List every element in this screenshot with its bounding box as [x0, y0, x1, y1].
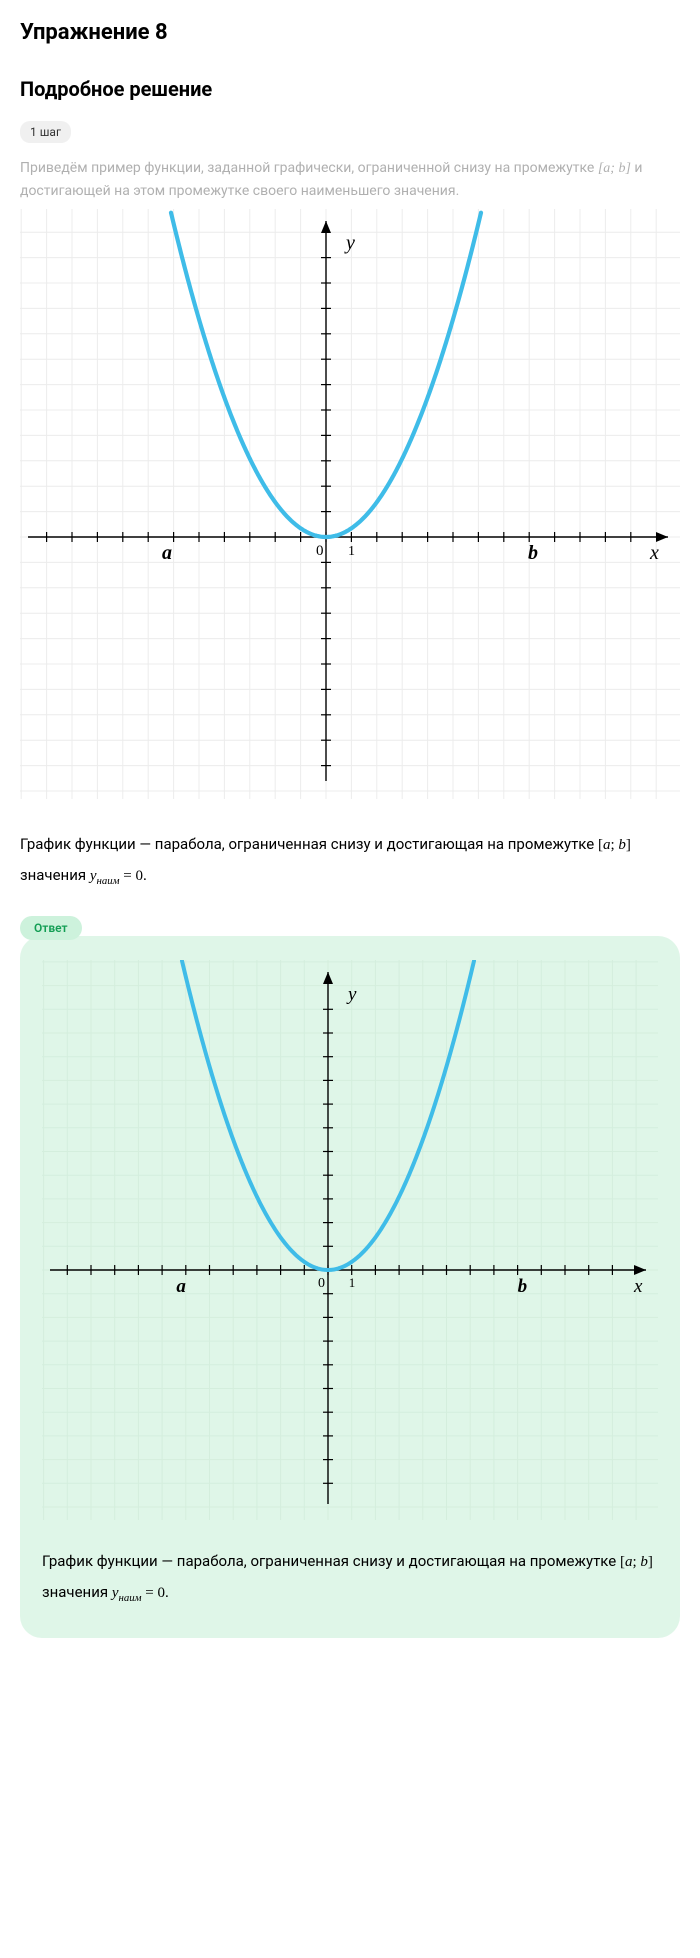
- step-badge: 1 шаг: [20, 121, 71, 143]
- var-b: b: [618, 837, 626, 853]
- svg-text:x: x: [649, 542, 659, 564]
- parabola-chart-2: y x 0 1 a b: [42, 960, 658, 1520]
- svg-text:y: y: [344, 232, 355, 254]
- svg-text:y: y: [346, 984, 357, 1005]
- bracket-r: ]: [626, 837, 631, 853]
- answer-box: y x 0 1 a b График функции — парабола, ограни…: [20, 936, 680, 1638]
- bracket-r-2: ]: [648, 1554, 653, 1570]
- svg-text:1: 1: [349, 1275, 356, 1290]
- svg-text:a: a: [162, 542, 172, 564]
- svg-text:0: 0: [318, 1276, 325, 1291]
- svg-text:b: b: [518, 1276, 528, 1297]
- svg-text:b: b: [528, 542, 538, 564]
- instruction-interval: [a; b]: [598, 161, 631, 176]
- conclusion-2: График функции — парабола, ограниченная …: [42, 1546, 658, 1610]
- sub-naim-2: наим: [118, 1592, 141, 1604]
- parabola-chart-1: y x 0 1 a b: [20, 209, 680, 799]
- chart-container-1: y x 0 1 a b: [20, 209, 680, 799]
- svg-text:0: 0: [316, 543, 324, 559]
- answer-badge: Ответ: [20, 916, 82, 940]
- var-b-2: b: [640, 1554, 648, 1570]
- conclusion-pre: График функции — парабола, ограниченная …: [20, 835, 598, 853]
- page-title: Упражнение 8: [20, 20, 680, 45]
- conclusion-mid-2: значения: [42, 1583, 112, 1601]
- eq-zero-2: = 0.: [142, 1585, 169, 1601]
- instruction-pre: Приведём пример функции, заданной графич…: [20, 160, 598, 176]
- conclusion-mid: значения: [20, 866, 90, 884]
- sub-naim: наим: [96, 875, 119, 887]
- conclusion-pre-2: График функции — парабола, ограниченная …: [42, 1552, 620, 1570]
- eq-zero: = 0.: [120, 868, 147, 884]
- conclusion-1: График функции — парабола, ограниченная …: [20, 829, 680, 893]
- subtitle: Подробное решение: [20, 77, 680, 101]
- instruction-text: Приведём пример функции, заданной графич…: [20, 157, 680, 203]
- svg-text:a: a: [176, 1276, 186, 1297]
- svg-text:x: x: [633, 1276, 643, 1297]
- svg-text:1: 1: [348, 544, 355, 559]
